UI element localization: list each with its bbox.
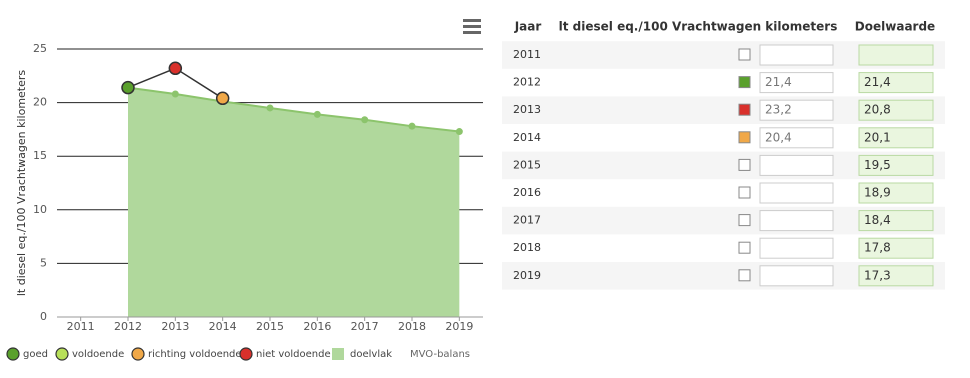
year: 2012: [513, 76, 541, 89]
status-checkbox[interactable]: [738, 158, 751, 171]
legend-marker: [239, 347, 253, 361]
value-input[interactable]: [759, 127, 834, 149]
y-tick-label: 15: [33, 149, 47, 162]
area-fill: [128, 87, 460, 317]
y-axis-label: lt diesel eq./100 Vrachtwagen kilometers: [15, 70, 28, 297]
value: 23,2: [765, 103, 792, 117]
value-input[interactable]: [759, 237, 834, 259]
x-tick-label: 2018: [398, 320, 426, 333]
year: 2016: [513, 186, 541, 199]
area-point: [408, 122, 416, 130]
status-checkbox[interactable]: [738, 186, 751, 199]
legend-label: doelvlak: [350, 349, 392, 360]
target-box: [858, 237, 934, 259]
target: 19,5: [864, 158, 891, 172]
legend-marker: [131, 347, 145, 361]
target-box: [858, 99, 934, 121]
target-box: [858, 210, 934, 232]
table-header: lt diesel eq./100 Vrachtwagen kilometers: [559, 20, 838, 34]
status-checkbox[interactable]: [738, 214, 751, 227]
value-input[interactable]: [759, 72, 834, 94]
year: 2011: [513, 48, 541, 61]
legend-label: goed: [23, 349, 48, 360]
credit: MVO-balans: [410, 349, 470, 360]
year: 2013: [513, 103, 541, 116]
area-point: [313, 110, 321, 118]
target: 18,4: [864, 213, 891, 227]
table-header: Jaar: [514, 20, 542, 34]
target: 17,3: [864, 268, 891, 282]
menu-icon[interactable]: [463, 19, 481, 34]
line-point: [121, 80, 135, 95]
target: 18,9: [864, 186, 891, 200]
value-input[interactable]: [759, 182, 834, 204]
target: 20,1: [864, 130, 891, 144]
x-tick-label: 2013: [161, 320, 189, 333]
value-input[interactable]: [759, 99, 834, 121]
y-tick-label: 10: [33, 203, 47, 216]
area-point: [455, 128, 463, 136]
target-box: [858, 127, 934, 149]
year: 2017: [513, 214, 541, 227]
year: 2018: [513, 241, 541, 254]
x-tick-label: 2016: [303, 320, 331, 333]
table-header: Doelwaarde: [855, 20, 935, 34]
legend-label: richting voldoende: [148, 349, 242, 360]
y-tick-label: 5: [40, 256, 47, 269]
area-point: [361, 116, 369, 124]
value-input[interactable]: [759, 265, 834, 287]
y-tick-label: 0: [40, 310, 47, 323]
value: 20,4: [765, 130, 792, 144]
target-box: [858, 44, 934, 66]
target-box: [858, 72, 934, 94]
area-line: [127, 86, 460, 133]
year: 2019: [513, 269, 541, 282]
x-tick-label: 2015: [256, 320, 284, 333]
x-tick-label: 2017: [351, 320, 379, 333]
target-box: [858, 154, 934, 176]
target: 17,8: [864, 241, 891, 255]
legend-label: niet voldoende: [256, 349, 331, 360]
status-checkbox[interactable]: [738, 241, 751, 254]
value: 21,4: [765, 75, 792, 89]
line-point: [215, 91, 230, 106]
x-tick-label: 2019: [445, 320, 473, 333]
y-tick-label: 20: [33, 96, 47, 109]
status-checkbox[interactable]: [738, 48, 751, 61]
legend-marker: [332, 348, 344, 360]
legend-marker: [55, 347, 69, 361]
target: 20,8: [864, 103, 891, 117]
status-checkbox[interactable]: [738, 131, 751, 144]
legend-marker: [6, 347, 20, 361]
status-checkbox[interactable]: [738, 103, 751, 116]
status-checkbox[interactable]: [738, 76, 751, 89]
line-point: [168, 61, 183, 76]
target-box: [858, 182, 934, 204]
value-input[interactable]: [759, 44, 834, 66]
y-tick-label: 25: [33, 42, 47, 55]
legend-label: voldoende: [72, 349, 124, 360]
value-input[interactable]: [759, 210, 834, 232]
status-checkbox[interactable]: [738, 269, 751, 282]
area-point: [171, 90, 179, 98]
x-tick-label: 2014: [209, 320, 237, 333]
year: 2015: [513, 158, 541, 171]
x-tick-label: 2012: [114, 320, 142, 333]
year: 2014: [513, 131, 541, 144]
target-box: [858, 265, 934, 287]
target: 21,4: [864, 75, 891, 89]
x-tick-label: 2011: [67, 320, 95, 333]
value-input[interactable]: [759, 154, 834, 176]
area-point: [266, 104, 274, 112]
